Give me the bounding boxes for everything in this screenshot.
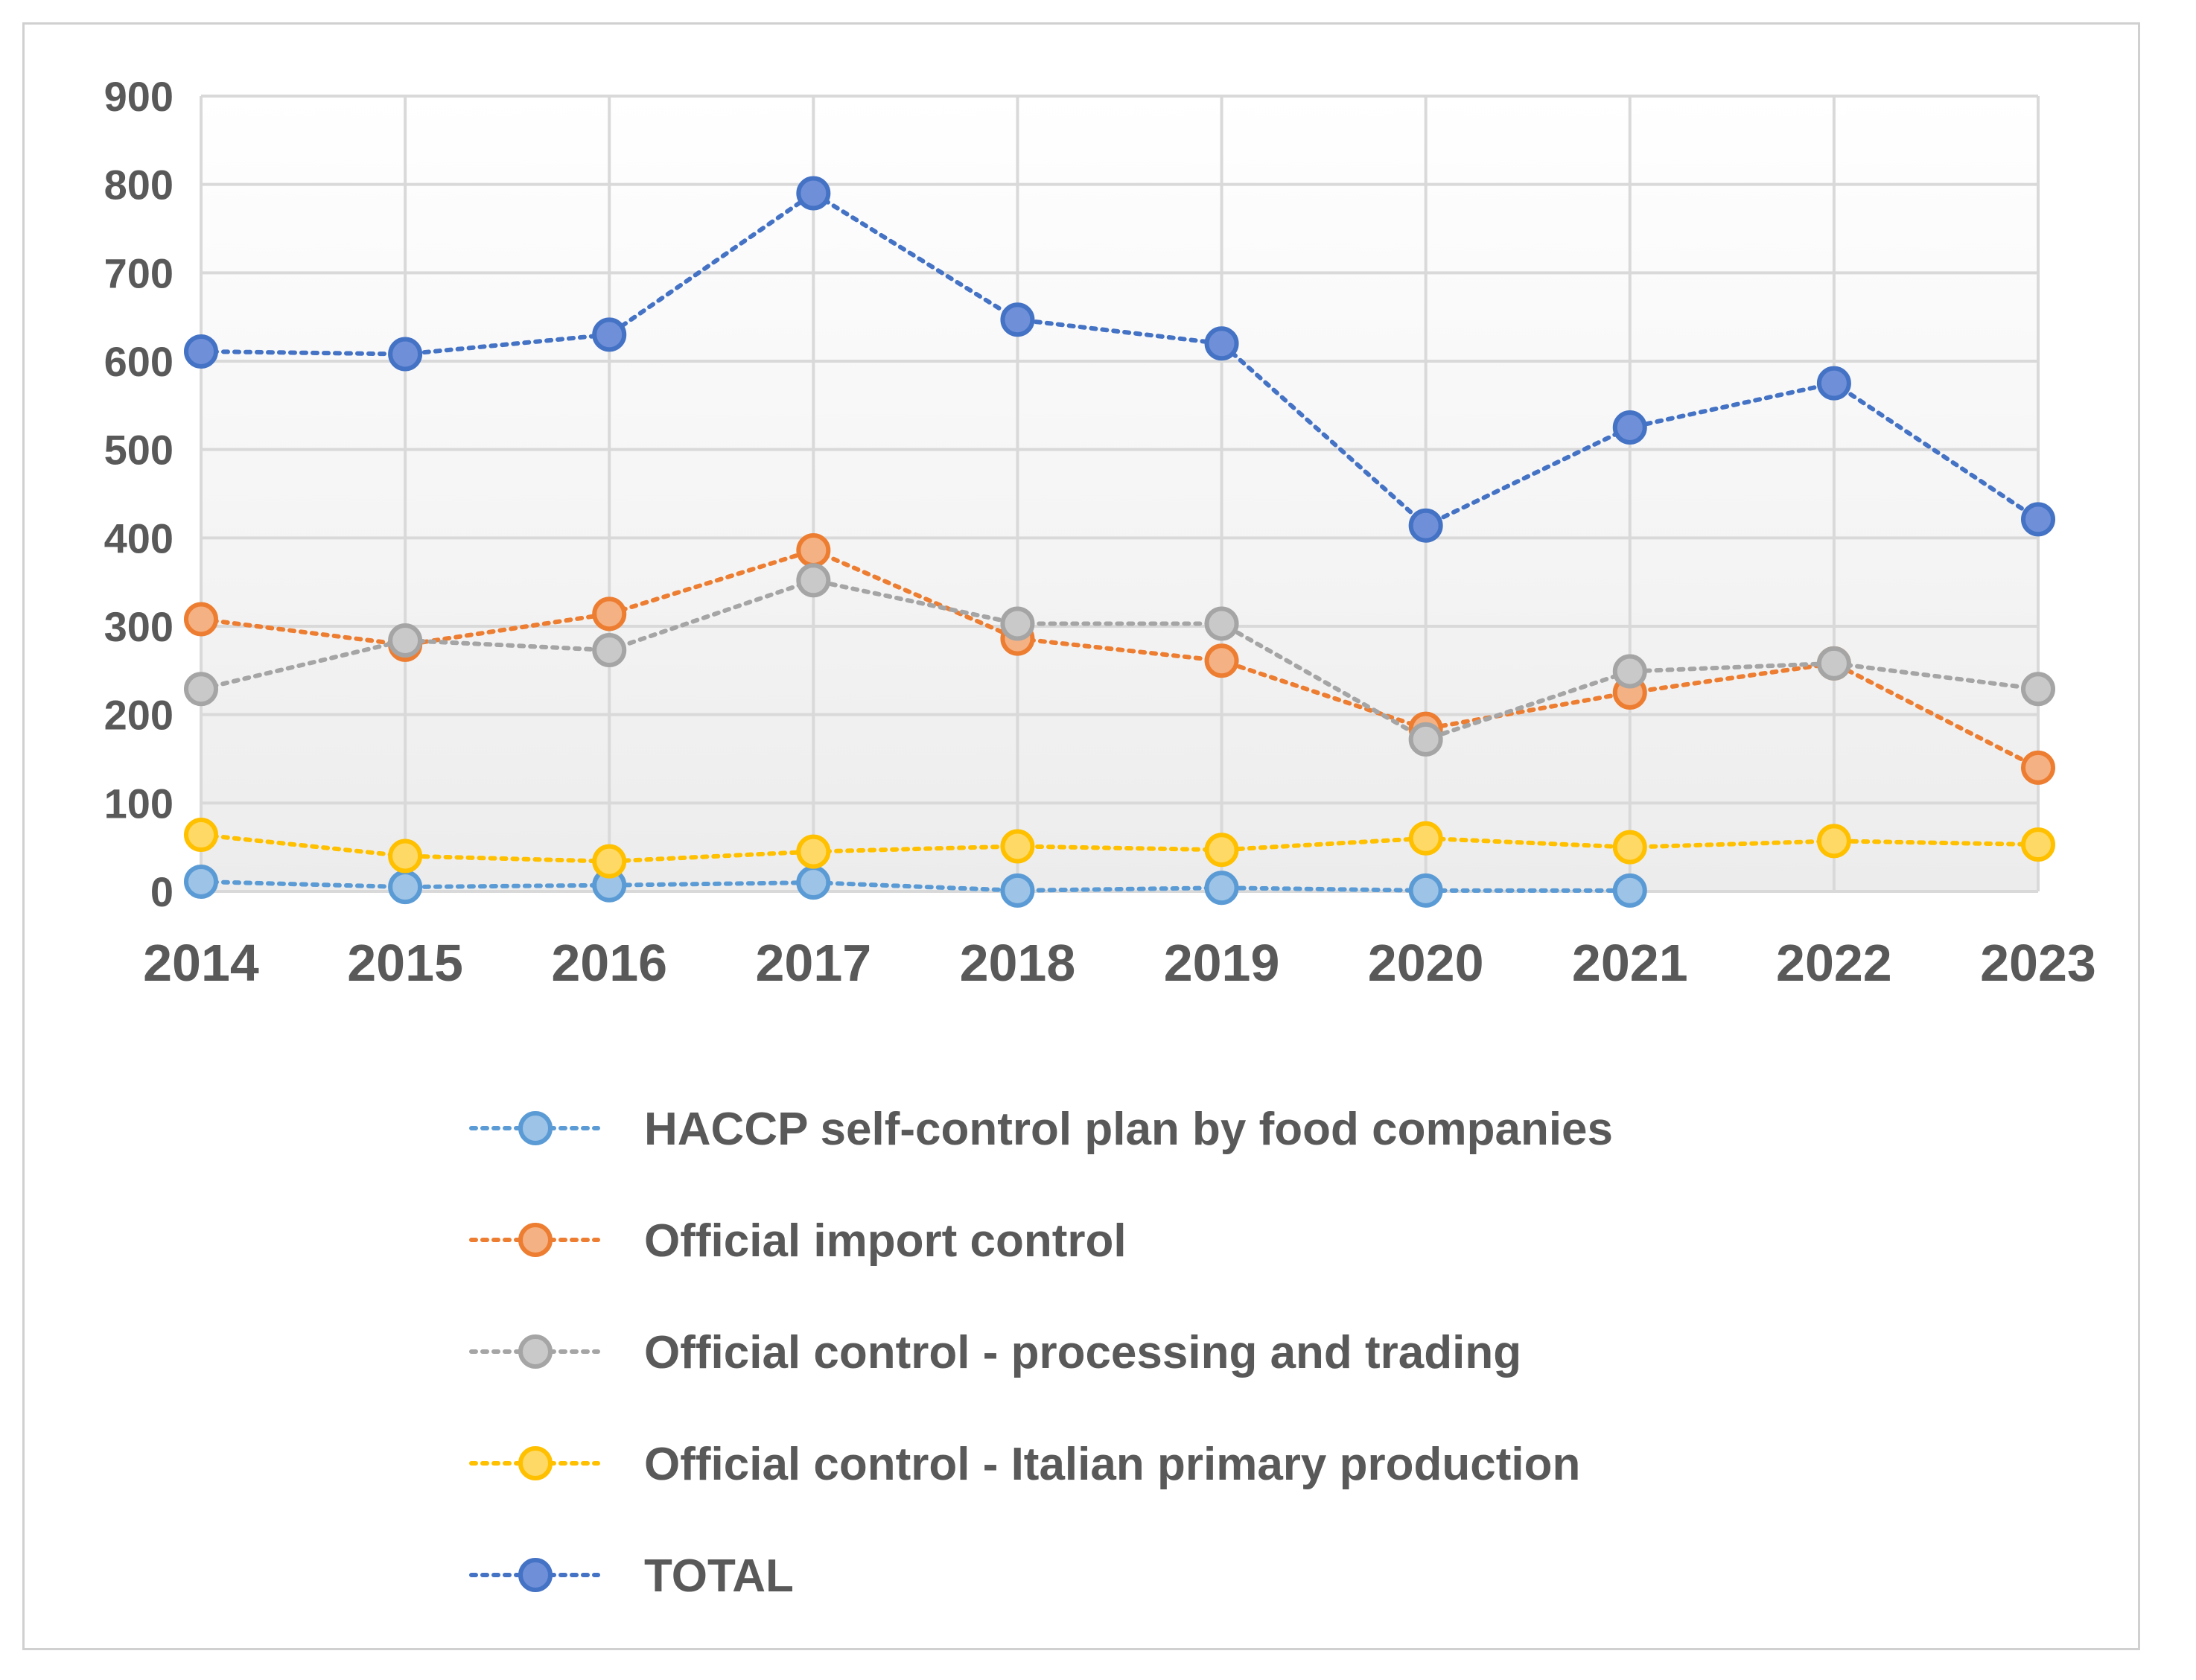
data-point-4-2015 [388, 337, 423, 372]
legend-item-3: Official control - Italian primary produ… [469, 1439, 1580, 1490]
data-point-4-2022 [1816, 366, 1851, 401]
data-point-4-2020 [1408, 508, 1443, 543]
legend-label-2: Official control - processing and tradin… [644, 1327, 1521, 1378]
data-point-2-2021 [1612, 654, 1647, 689]
data-point-1-2016 [592, 596, 627, 631]
series-line-0 [199, 879, 1632, 893]
legend-marker-2 [518, 1334, 553, 1369]
x-tick-label-2017: 2017 [755, 934, 871, 992]
plot-area [201, 96, 2038, 891]
data-point-3-2020 [1408, 821, 1443, 856]
data-point-3-2019 [1204, 833, 1239, 868]
legend-item-4: TOTAL [469, 1550, 794, 1602]
y-tick-label-200: 200 [104, 692, 174, 739]
data-point-4-2018 [1000, 302, 1035, 337]
data-point-0-2015 [388, 870, 423, 905]
data-point-3-2015 [388, 839, 423, 874]
data-point-4-2023 [2021, 502, 2055, 537]
legend-item-2: Official control - processing and tradin… [469, 1327, 1521, 1378]
chart-frame: 0 100 200 300 400 500 600 700 800 900 2014 2015 201… [22, 22, 2140, 1650]
data-point-2-2015 [388, 623, 423, 658]
data-point-0-2017 [796, 865, 831, 900]
x-tick-label-2023: 2023 [1980, 934, 2096, 992]
legend-marker-0 [518, 1111, 553, 1145]
x-tick-label-2022: 2022 [1776, 934, 1892, 992]
y-tick-label-300: 300 [104, 603, 174, 650]
series-4 [184, 176, 2055, 543]
legend-label-0: HACCP self-control plan by food companie… [644, 1104, 1613, 1155]
data-point-1-2014 [184, 602, 218, 637]
data-point-3-2014 [184, 818, 218, 853]
data-point-1-2017 [796, 532, 831, 567]
data-point-4-2014 [184, 334, 218, 369]
series-line-3 [199, 833, 2040, 864]
x-tick-label-2021: 2021 [1572, 934, 1688, 992]
series-2 [184, 563, 2055, 757]
series-line-1 [199, 547, 2040, 770]
data-point-4-2021 [1612, 410, 1647, 445]
data-point-3-2022 [1816, 824, 1851, 859]
data-point-0-2020 [1408, 873, 1443, 908]
data-point-3-2021 [1612, 830, 1647, 865]
data-point-0-2021 [1612, 873, 1647, 908]
legend-label-3: Official control - Italian primary produ… [644, 1439, 1580, 1490]
x-tick-label-2016: 2016 [551, 934, 667, 992]
data-point-2-2020 [1408, 722, 1443, 757]
y-tick-label-100: 100 [104, 780, 174, 827]
data-point-4-2017 [796, 176, 831, 211]
legend-item-0: HACCP self-control plan by food companie… [469, 1104, 1613, 1155]
x-tick-label-2018: 2018 [960, 934, 1076, 992]
data-point-3-2018 [1000, 829, 1035, 864]
data-point-2-2018 [1000, 606, 1035, 641]
data-point-3-2017 [796, 834, 831, 869]
y-tick-label-900: 900 [104, 73, 174, 120]
series-0 [184, 864, 1647, 908]
x-tick-label-2019: 2019 [1164, 934, 1280, 992]
data-point-2-2014 [184, 672, 218, 707]
x-tick-label-2014: 2014 [143, 934, 259, 992]
data-point-1-2019 [1204, 643, 1239, 678]
data-point-2-2019 [1204, 606, 1239, 641]
legend-marker-1 [518, 1223, 553, 1257]
series-line-2 [199, 578, 2040, 742]
data-point-0-2014 [184, 864, 218, 899]
y-tick-label-400: 400 [104, 515, 174, 561]
series-3 [184, 818, 2055, 879]
data-point-2-2022 [1816, 646, 1851, 681]
legend-label-1: Official import control [644, 1215, 1127, 1267]
data-point-3-2023 [2021, 827, 2055, 862]
x-tick-label-2020: 2020 [1368, 934, 1484, 992]
data-point-4-2019 [1204, 326, 1239, 361]
legend-marker-3 [518, 1446, 553, 1480]
legend-marker-4 [518, 1558, 553, 1592]
y-tick-label-700: 700 [104, 249, 174, 296]
x-tick-label-2015: 2015 [347, 934, 463, 992]
line-chart: 0 100 200 300 400 500 600 700 800 900 2014 2015 201… [104, 73, 2096, 1602]
data-point-1-2023 [2021, 750, 2055, 785]
data-point-3-2016 [592, 844, 627, 879]
data-point-2-2017 [796, 563, 831, 598]
y-tick-label-800: 800 [104, 162, 174, 209]
y-tick-label-500: 500 [104, 427, 174, 474]
data-point-4-2016 [592, 317, 627, 352]
data-point-2-2016 [592, 633, 627, 668]
y-tick-label-0: 0 [150, 868, 174, 915]
series-line-4 [199, 190, 2040, 529]
data-point-0-2019 [1204, 871, 1239, 906]
legend-item-1: Official import control [469, 1215, 1127, 1267]
data-point-0-2018 [1000, 873, 1035, 908]
data-point-2-2023 [2021, 672, 2055, 707]
legend-label-4: TOTAL [644, 1550, 794, 1602]
y-tick-label-600: 600 [104, 338, 174, 385]
